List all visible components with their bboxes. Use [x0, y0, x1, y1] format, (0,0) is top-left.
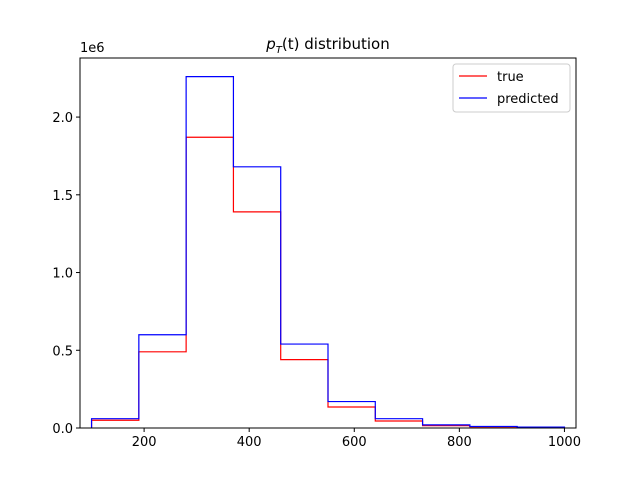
- x-axis: 200 400 600 800 1000: [132, 428, 581, 450]
- x-tick-label: 1000: [548, 435, 581, 450]
- axes-frame: [79, 57, 577, 429]
- x-tick-label: 400: [237, 435, 262, 450]
- y-tick-label: 1.0: [52, 267, 73, 282]
- plot-area: [79, 57, 577, 429]
- y-tick-label: 2.0: [52, 111, 73, 126]
- legend-label-predicted: predicted: [497, 92, 559, 107]
- y-tick-label: 1.5: [52, 189, 73, 204]
- series-predicted: [90, 76, 566, 428]
- x-tick-label: 200: [132, 435, 157, 450]
- chart-title: pT(t) distribution: [265, 35, 389, 56]
- y-tick-label: 0.0: [52, 422, 73, 437]
- y-axis: 0.0 0.5 1.0 1.5 2.0: [52, 111, 80, 437]
- x-tick-label: 800: [447, 435, 472, 450]
- legend: true predicted: [452, 63, 571, 113]
- y-offset-label: 1e6: [80, 41, 105, 56]
- x-tick-label: 600: [342, 435, 367, 450]
- legend-label-true: true: [497, 70, 524, 85]
- y-tick-label: 0.5: [52, 344, 73, 359]
